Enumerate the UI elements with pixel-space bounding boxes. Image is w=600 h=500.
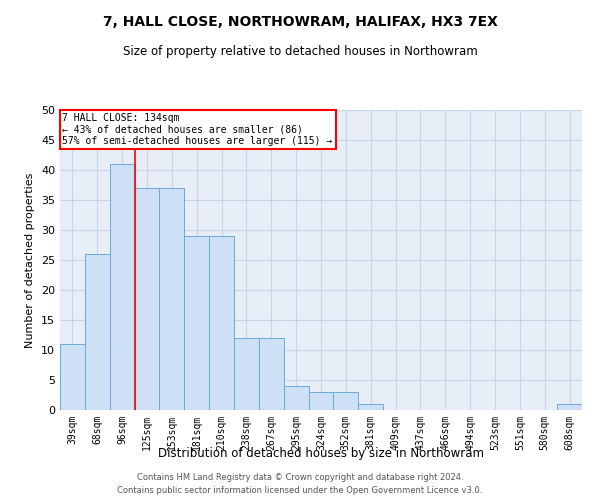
Text: Size of property relative to detached houses in Northowram: Size of property relative to detached ho… (122, 45, 478, 58)
Bar (358, 404, 383, 410)
Text: Contains HM Land Registry data © Crown copyright and database right 2024.: Contains HM Land Registry data © Crown c… (137, 474, 463, 482)
Text: Contains public sector information licensed under the Open Government Licence v3: Contains public sector information licen… (118, 486, 482, 495)
Bar (259, 338, 284, 410)
Bar (234, 338, 259, 410)
Bar (308, 392, 334, 410)
Text: 7, HALL CLOSE, NORTHOWRAM, HALIFAX, HX3 7EX: 7, HALL CLOSE, NORTHOWRAM, HALIFAX, HX3 … (103, 15, 497, 29)
Bar (110, 164, 134, 410)
Bar (284, 386, 308, 410)
Text: 7 HALL CLOSE: 134sqm
← 43% of detached houses are smaller (86)
57% of semi-detac: 7 HALL CLOSE: 134sqm ← 43% of detached h… (62, 113, 333, 146)
Bar (184, 236, 209, 410)
Bar (134, 188, 160, 410)
Bar (557, 404, 582, 410)
Bar (160, 188, 184, 410)
Bar (334, 392, 358, 410)
Bar (85, 254, 110, 410)
Bar (60, 344, 85, 410)
Y-axis label: Number of detached properties: Number of detached properties (25, 172, 35, 348)
Text: Distribution of detached houses by size in Northowram: Distribution of detached houses by size … (158, 448, 484, 460)
Bar (209, 236, 234, 410)
